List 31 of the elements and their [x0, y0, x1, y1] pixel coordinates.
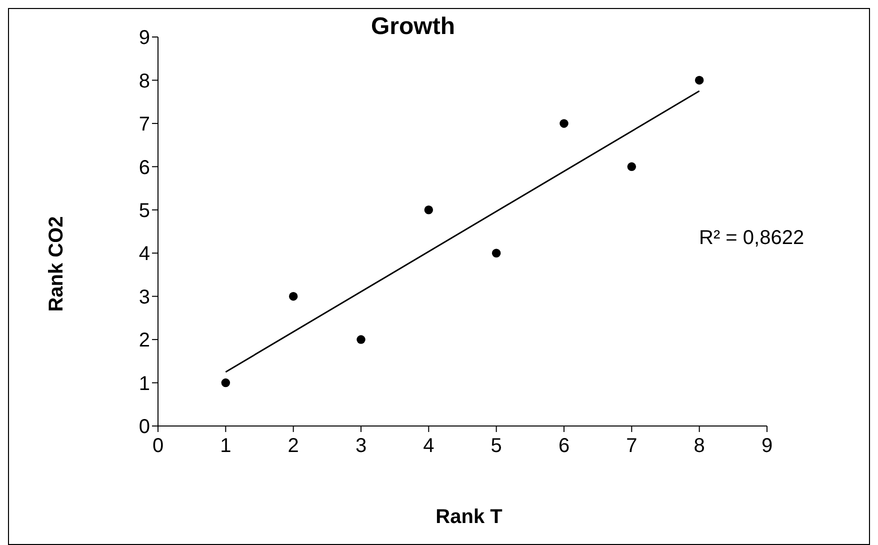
point — [221, 378, 230, 388]
x-tick-label: 1 — [220, 435, 232, 458]
x-tick-label: 2 — [288, 435, 299, 458]
y-axis-title: Rank CO2 — [46, 216, 68, 312]
x-tick-label: 4 — [423, 435, 434, 458]
y-tick-label: 8 — [138, 70, 150, 92]
point — [492, 248, 501, 258]
point — [627, 162, 636, 172]
x-tick-label: 6 — [558, 435, 570, 458]
y-tick-label: 0 — [138, 416, 150, 438]
annotation: R² = 0,8622 — [699, 227, 804, 250]
y-tick-label: 9 — [138, 27, 150, 50]
point — [356, 335, 366, 344]
x-tick-label: 8 — [694, 435, 705, 458]
y-tick-label: 5 — [138, 200, 150, 222]
chart-title: Growth — [371, 13, 455, 40]
y-tick-label: 6 — [138, 156, 150, 179]
y-tick-label: 7 — [138, 114, 150, 136]
y-tick-label: 3 — [138, 286, 150, 308]
point — [560, 119, 568, 128]
x-axis-title: Rank T — [436, 506, 502, 529]
y-tick-label: 4 — [138, 243, 150, 266]
y-tick-label: 2 — [138, 330, 150, 352]
x-tick-label: 9 — [761, 435, 773, 458]
y-tick-label: 1 — [138, 372, 150, 395]
x-tick-label: 7 — [626, 435, 638, 458]
point — [424, 206, 434, 214]
x-tick-label: 3 — [355, 435, 367, 458]
point — [288, 292, 298, 301]
x-tick-label: 5 — [490, 435, 502, 458]
point — [694, 76, 704, 85]
